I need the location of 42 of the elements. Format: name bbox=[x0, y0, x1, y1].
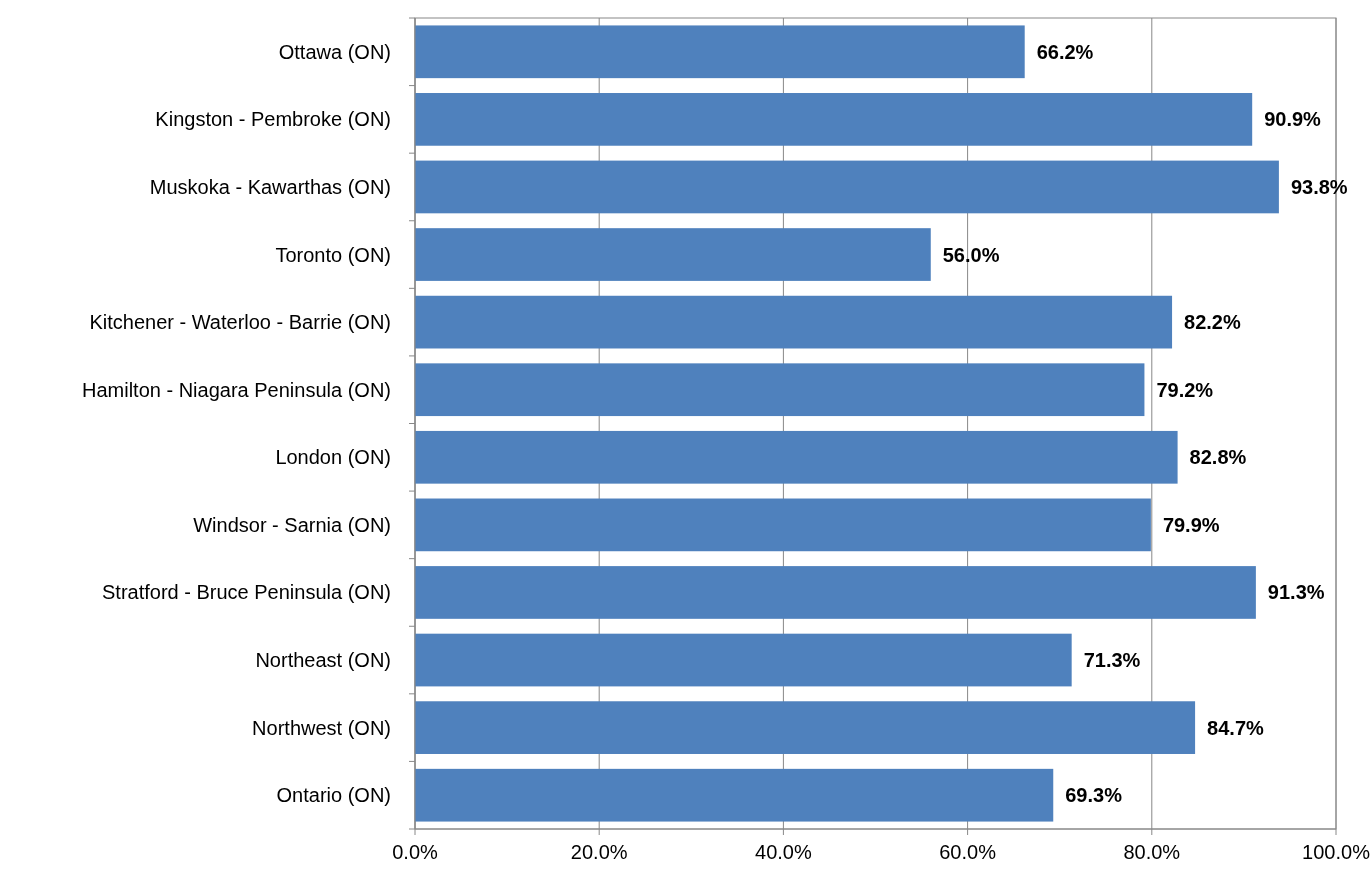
data-label: 71.3% bbox=[1083, 649, 1141, 672]
data-label: 56.0% bbox=[942, 243, 1000, 266]
y-tick-label: London (ON) bbox=[275, 446, 391, 469]
bar bbox=[415, 25, 1025, 79]
y-tick-label: Kingston - Pembroke (ON) bbox=[155, 108, 391, 131]
bar bbox=[415, 768, 1054, 822]
bar bbox=[415, 633, 1072, 687]
bar bbox=[415, 701, 1196, 754]
bar bbox=[415, 498, 1151, 552]
x-tick-label: 60.0% bbox=[939, 841, 997, 863]
data-label: 66.2% bbox=[1036, 40, 1094, 63]
y-tick-label: Kitchener - Waterloo - Barrie (ON) bbox=[89, 311, 391, 334]
y-tick-label: Toronto (ON) bbox=[275, 243, 391, 266]
x-tick-label: 0.0% bbox=[392, 841, 439, 863]
bar bbox=[415, 295, 1173, 349]
data-label: 90.9% bbox=[1264, 108, 1322, 131]
y-tick-label: Windsor - Sarnia (ON) bbox=[193, 513, 391, 536]
data-label: 84.7% bbox=[1207, 716, 1265, 739]
x-tick-label: 40.0% bbox=[755, 841, 812, 863]
data-label: 79.9% bbox=[1162, 513, 1220, 536]
bar bbox=[415, 160, 1279, 214]
bar bbox=[415, 566, 1256, 619]
data-label: 91.3% bbox=[1267, 581, 1325, 604]
y-tick-label: Northwest (ON) bbox=[252, 716, 391, 739]
y-tick-label: Ontario (ON) bbox=[276, 784, 391, 807]
y-tick-label: Hamilton - Niagara Peninsula (ON) bbox=[81, 378, 391, 401]
x-tick-label: 100.0% bbox=[1302, 841, 1371, 863]
bar bbox=[415, 430, 1178, 484]
data-label: 82.2% bbox=[1184, 311, 1241, 334]
bar bbox=[415, 93, 1253, 146]
data-label: 93.8% bbox=[1290, 175, 1348, 198]
y-tick-label: Northeast (ON) bbox=[255, 649, 391, 672]
data-label: 82.8% bbox=[1189, 446, 1247, 469]
bar bbox=[415, 228, 931, 281]
x-tick-label: 20.0% bbox=[570, 841, 628, 863]
y-tick-label: Muskoka - Kawarthas (ON) bbox=[149, 175, 391, 198]
y-tick-label: Ottawa (ON) bbox=[278, 40, 391, 63]
bar bbox=[415, 363, 1145, 417]
data-label: 79.2% bbox=[1156, 378, 1214, 401]
y-tick-label: Stratford - Bruce Peninsula (ON) bbox=[102, 581, 391, 604]
x-tick-label: 80.0% bbox=[1123, 841, 1181, 863]
data-label: 69.3% bbox=[1065, 784, 1123, 807]
